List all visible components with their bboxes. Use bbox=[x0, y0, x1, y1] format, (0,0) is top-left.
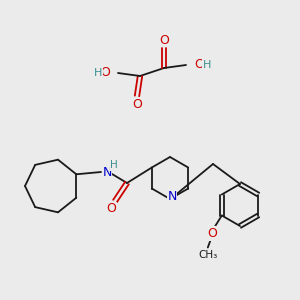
Text: O: O bbox=[106, 202, 116, 215]
Text: O: O bbox=[194, 58, 204, 71]
Text: O: O bbox=[100, 67, 110, 80]
Text: H: H bbox=[203, 60, 212, 70]
Text: O: O bbox=[207, 227, 217, 240]
Text: H: H bbox=[94, 68, 102, 78]
Text: O: O bbox=[132, 98, 142, 110]
Text: N: N bbox=[167, 190, 177, 203]
Text: O: O bbox=[159, 34, 169, 46]
Text: H: H bbox=[110, 160, 118, 170]
Text: N: N bbox=[102, 166, 112, 178]
Text: CH₃: CH₃ bbox=[198, 250, 218, 260]
